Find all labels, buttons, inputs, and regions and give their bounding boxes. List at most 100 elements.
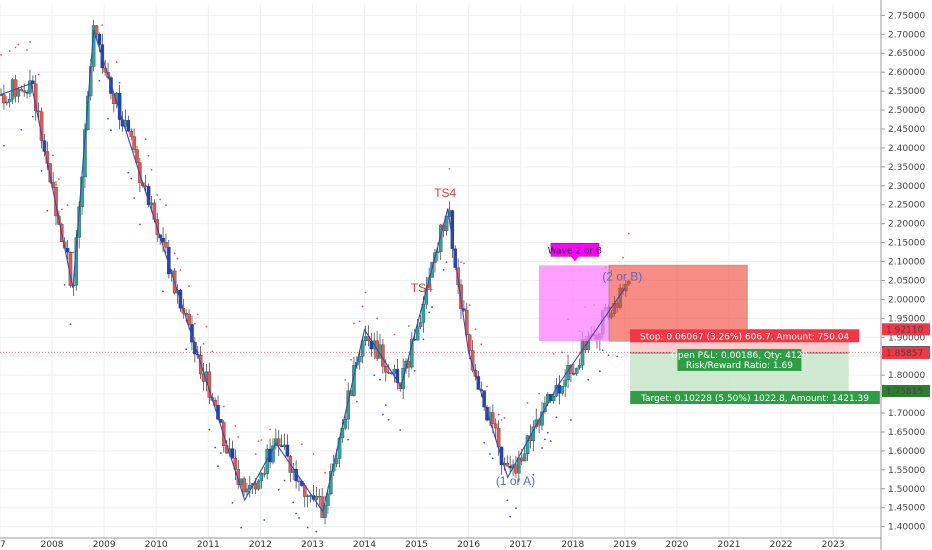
sar-dot [489, 453, 491, 455]
candle-body [505, 462, 510, 467]
candle-body [97, 33, 102, 45]
candle-body [482, 390, 486, 408]
sar-dot [196, 313, 199, 316]
candle-body [143, 185, 148, 187]
sar-dot [570, 419, 572, 421]
wave-line[interactable] [0, 30, 626, 513]
candle-body [491, 412, 495, 424]
sar-dot [72, 251, 75, 254]
pnl-label: Open P&L: 0.00186, Qty: 4120 [671, 351, 809, 361]
candle-body [543, 402, 547, 413]
candle-body [16, 89, 21, 97]
wave-label: (1 or A) [496, 474, 535, 488]
candle-body [164, 242, 168, 248]
position-boxes[interactable] [0, 264, 880, 391]
sar-dot [344, 379, 347, 381]
target-label-box [630, 390, 880, 404]
candle-body [2, 94, 6, 104]
x-axis[interactable]: 07 2008 2009 2010 2011 2012 2013 2014 2015 2016 20… [0, 537, 881, 550]
sar-dot [222, 405, 225, 408]
sar-dot [601, 349, 604, 352]
x-tick-label: 07 [0, 540, 6, 550]
y-tick-label: 2.55000 [888, 87, 925, 97]
sar-dot [393, 333, 396, 336]
candle-body [129, 131, 133, 137]
target-label: Target: 0.10228 (5.50%) 1022.8, Amount: … [640, 394, 869, 404]
callout-pointer [570, 256, 579, 262]
sar-dot [101, 24, 104, 27]
candle-body [31, 80, 35, 84]
y-tick-label: 2.50000 [888, 106, 925, 116]
y-tick-label: 1.95000 [888, 314, 925, 324]
candle-body [259, 473, 264, 482]
sar-dot [616, 355, 619, 358]
sar-dot [355, 400, 358, 403]
sar-dot [60, 208, 63, 211]
sar-dot [483, 441, 486, 444]
y-tick-label: 1.55000 [888, 466, 925, 476]
candle-body [574, 367, 579, 374]
sar-dot [555, 416, 558, 419]
y-tick-label: 2.20000 [888, 220, 925, 230]
sar-dot [260, 439, 263, 442]
candle-body [13, 79, 18, 97]
magenta-zone [538, 265, 610, 342]
sar-dot [107, 117, 109, 120]
sar-dot [295, 512, 298, 515]
y-tick-label: 2.10000 [888, 258, 925, 268]
candle-body [279, 445, 284, 448]
sar-dot [237, 435, 240, 438]
sar-dot [358, 320, 361, 323]
x-tick-label: 2011 [197, 540, 220, 550]
sar-dot [263, 519, 266, 521]
candle-body [563, 379, 567, 387]
sar-dot [208, 428, 211, 431]
sar-dot [543, 438, 546, 441]
x-tick-label: 2008 [41, 540, 64, 550]
y-tick-label: 1.40000 [888, 523, 925, 533]
y-tick-label: 2.45000 [888, 125, 925, 135]
x-tick-label: 2018 [561, 540, 584, 550]
sar-dot [373, 374, 376, 377]
sar-dot [500, 419, 503, 421]
sar-dot [193, 322, 196, 325]
candle-body [479, 389, 484, 391]
sar-dot [303, 542, 306, 545]
candle-body [86, 95, 90, 130]
sar-dot [150, 168, 153, 171]
x-tick-label: 2010 [145, 540, 168, 550]
y-axis[interactable]: 1.40000 1.45000 1.50000 1.55000 1.60000 1.650… [880, 0, 925, 550]
candle-body [36, 110, 41, 113]
candle-body [285, 444, 290, 457]
sar-dot [138, 223, 141, 226]
sar-dot [379, 378, 381, 381]
candle-body [395, 368, 400, 383]
candle-body [22, 90, 26, 93]
x-tick-label: 2009 [93, 540, 116, 550]
sar-dot [497, 413, 500, 416]
sar-dot [428, 311, 431, 314]
sar-dot [46, 209, 49, 212]
candle-body [517, 457, 521, 474]
sar-dot [486, 385, 488, 388]
y-tick-label: 2.30000 [888, 182, 925, 192]
y-tick-label: 2.60000 [888, 68, 925, 78]
sar-dot [306, 526, 309, 529]
sar-dot [292, 501, 295, 504]
wave-label: TS4 [411, 281, 433, 295]
candle-body [54, 187, 58, 217]
candle-body [557, 385, 562, 394]
price-tag: 1.85857 [886, 349, 923, 359]
price-tag: 1.75815 [886, 387, 923, 397]
sar-dot [52, 154, 55, 157]
candle-body [465, 310, 469, 335]
sar-dot [526, 402, 529, 404]
sar-dot [234, 425, 237, 427]
sar-dot [431, 306, 433, 308]
sar-dot [627, 232, 630, 235]
elliott-wave-line [0, 30, 626, 513]
sar-dots [0, 24, 630, 545]
x-tick-label: 2019 [613, 540, 636, 550]
